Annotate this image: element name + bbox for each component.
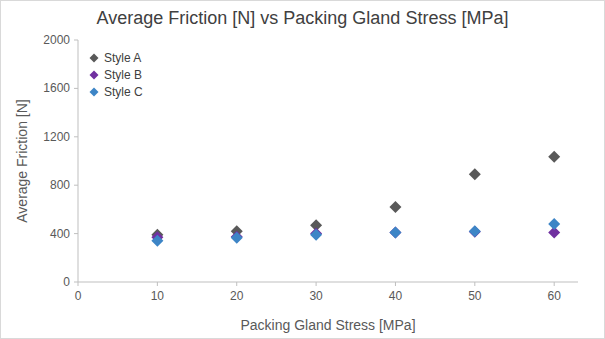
plot-area [151, 151, 560, 247]
x-tick-label: 10 [151, 289, 165, 303]
chart-container: Average Friction [N] vs Packing Gland St… [0, 0, 605, 339]
point [389, 226, 401, 238]
x-tick [554, 282, 555, 286]
legend-marker [90, 54, 99, 63]
y-tick-label: 1600 [43, 81, 70, 95]
x-tick [316, 282, 317, 286]
y-tick [74, 136, 78, 137]
title: Average Friction [N] vs Packing Gland St… [97, 8, 509, 28]
y-axis-label: Average Friction [N] [14, 99, 30, 222]
y-tick-label: 800 [50, 178, 70, 192]
point [389, 226, 401, 238]
legend: Style A Style B Style C [90, 51, 144, 99]
point [469, 225, 481, 237]
y-tick [74, 233, 78, 234]
x-tick-label: 20 [230, 289, 244, 303]
x-tick-label: 0 [75, 289, 82, 303]
point [469, 168, 481, 180]
y-tick-label: 400 [50, 227, 70, 241]
x-tick [395, 282, 396, 286]
y-tick-label: 2000 [43, 33, 70, 47]
legend-label: Style A [104, 51, 141, 65]
x-axis-line [78, 282, 578, 283]
legend-label: Style C [104, 85, 143, 99]
y-tick [74, 88, 78, 89]
chart-svg: Average Friction [N] vs Packing Gland St… [0, 0, 605, 339]
x-tick [157, 282, 158, 286]
legend-marker [90, 71, 99, 80]
point [389, 201, 401, 213]
point [469, 226, 481, 238]
y-tick-label: 0 [63, 275, 70, 289]
point [310, 229, 322, 241]
x-tick [78, 282, 79, 286]
x-tick [236, 282, 237, 286]
legend-label: Style B [104, 68, 142, 82]
y-tick [74, 185, 78, 186]
chart-border [1, 1, 605, 339]
x-tick-label: 40 [389, 289, 403, 303]
x-tick-label: 60 [548, 289, 562, 303]
x-axis-label: Packing Gland Stress [MPa] [240, 317, 415, 333]
point [548, 151, 560, 163]
legend-marker [90, 88, 99, 97]
x-tick-label: 30 [309, 289, 323, 303]
y-tick [74, 40, 78, 41]
point [548, 218, 560, 230]
y-axis-line [78, 40, 79, 282]
point [231, 232, 243, 244]
x-tick-label: 50 [468, 289, 482, 303]
y-tick [74, 282, 78, 283]
y-tick-label: 1200 [43, 130, 70, 144]
x-tick [474, 282, 475, 286]
point [151, 235, 163, 247]
